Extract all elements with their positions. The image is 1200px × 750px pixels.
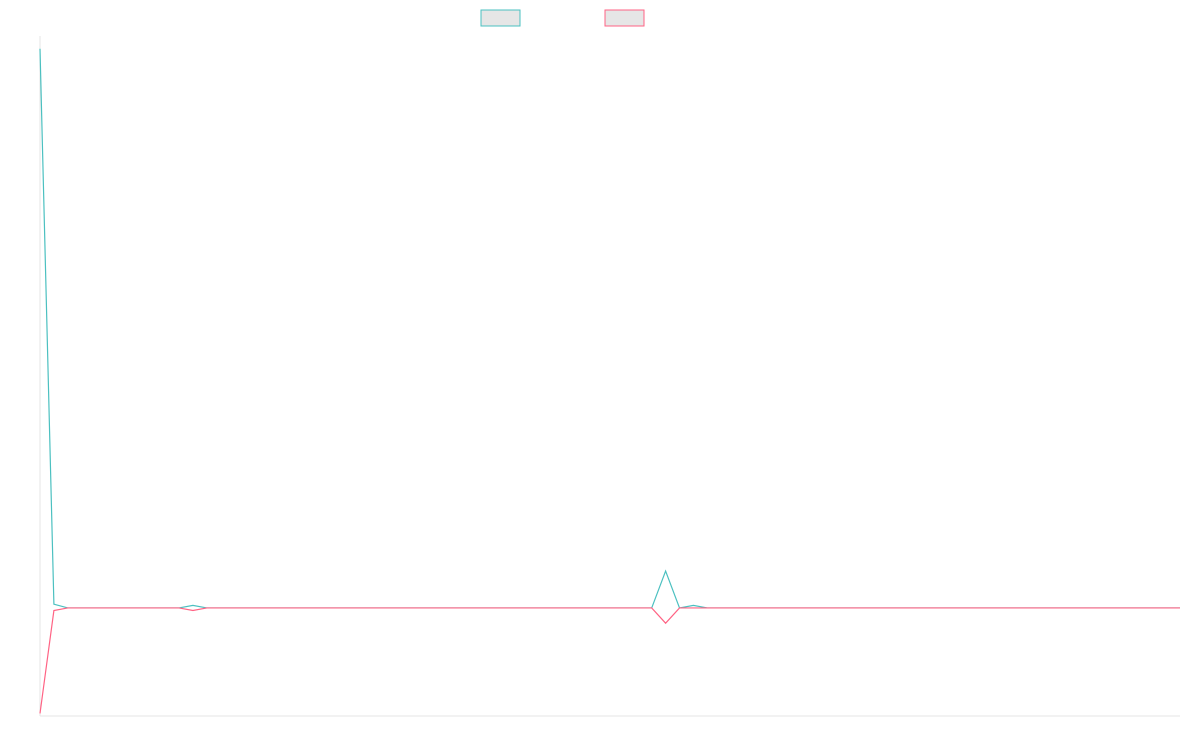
series-line-1 [39, 48, 1180, 609]
legend-swatch-2 [604, 9, 645, 27]
series-line-2 [39, 607, 1180, 714]
axes [39, 36, 1180, 717]
series-layer [39, 48, 1180, 714]
legend-swatch-1 [480, 9, 521, 27]
legend [480, 9, 645, 27]
